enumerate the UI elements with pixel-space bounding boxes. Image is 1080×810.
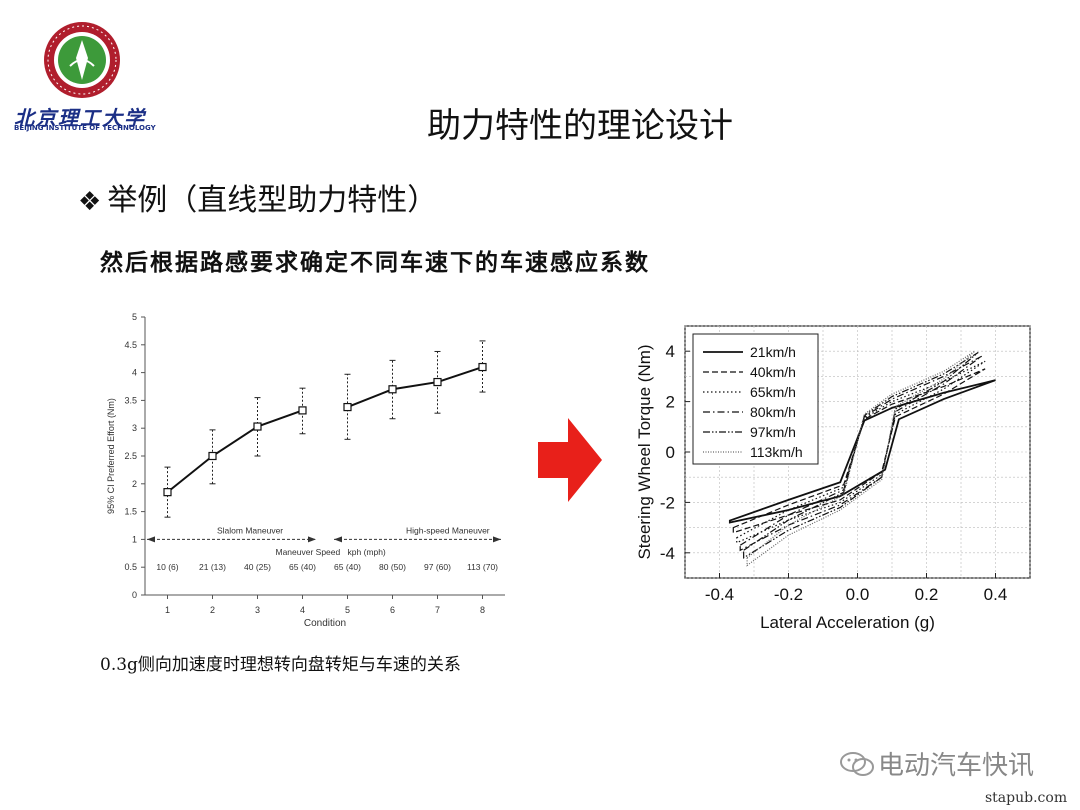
x-axis-label: Lateral Acceleration (g) bbox=[760, 613, 935, 632]
x-tick-label: 1 bbox=[165, 605, 170, 615]
series-line-highspeed bbox=[347, 366, 483, 409]
hysteresis-loop-21km/h bbox=[728, 379, 996, 524]
x-tick-label: 2 bbox=[210, 605, 215, 615]
speed-label: 40 (25) bbox=[244, 562, 271, 572]
y-tick-label: -2 bbox=[660, 493, 675, 512]
bullet-item: ❖ 举例（直线型助力特性） bbox=[78, 175, 437, 219]
logo-text: 北京理工大学 bbox=[14, 106, 146, 130]
series-line-slalom bbox=[166, 409, 303, 493]
x-tick-label: 8 bbox=[480, 605, 485, 615]
highspeed-label: High-speed Maneuver bbox=[406, 525, 490, 535]
speed-label: 65 (40) bbox=[334, 562, 361, 572]
subtitle: 然后根据路感要求确定不同车速下的车速感应系数 bbox=[100, 249, 650, 276]
x-axis-label: Condition bbox=[304, 618, 346, 629]
data-point bbox=[478, 362, 487, 372]
highspeed-arrow-left-head bbox=[334, 536, 342, 543]
speed-label: 80 (50) bbox=[379, 562, 406, 572]
speed-label: 65 (40) bbox=[289, 562, 316, 572]
data-point bbox=[433, 377, 442, 387]
wechat-icon bbox=[840, 751, 874, 777]
hysteresis-loop-80km/h bbox=[739, 355, 983, 552]
legend-label: 21km/h bbox=[750, 344, 796, 360]
y-axis-label: Steering Wheel Torque (Nm) bbox=[635, 344, 654, 559]
legend-label: 65km/h bbox=[750, 384, 796, 400]
y-tick-label: 4 bbox=[666, 342, 675, 361]
speed-label: 21 (13) bbox=[199, 562, 226, 572]
data-point bbox=[298, 406, 307, 415]
slalom-arrow-right-head bbox=[308, 536, 316, 543]
x-tick-label: 6 bbox=[390, 605, 395, 615]
y-tick-label: 4 bbox=[132, 368, 137, 378]
slide-title: 助力特性的理论设计 bbox=[427, 106, 733, 146]
x-tick-label: 4 bbox=[300, 605, 305, 615]
x-tick-label: 5 bbox=[345, 605, 350, 615]
speed-label: 113 (70) bbox=[467, 562, 498, 572]
slalom-arrow-left-head bbox=[147, 536, 155, 543]
y-tick-label: -4 bbox=[660, 544, 675, 563]
hysteresis-loop-65km/h bbox=[736, 360, 986, 544]
data-point bbox=[388, 385, 397, 394]
bullet-text: 举例（直线型助力特性） bbox=[107, 183, 438, 218]
data-point bbox=[163, 488, 172, 497]
y-tick-label: 0 bbox=[132, 590, 137, 600]
diamond-bullet-icon: ❖ bbox=[78, 187, 102, 217]
x-tick-label: -0.2 bbox=[774, 585, 803, 604]
slalom-label: Slalom Maneuver bbox=[217, 525, 283, 535]
x-tick-label: 0.4 bbox=[984, 585, 1008, 604]
university-seal-icon bbox=[44, 22, 120, 98]
site-url: stapub.com bbox=[985, 790, 1068, 806]
speed-label: 97 (60) bbox=[424, 562, 451, 572]
y-tick-label: 2 bbox=[132, 479, 137, 489]
y-tick-label: 1.5 bbox=[124, 507, 137, 517]
y-tick-label: 5 bbox=[132, 312, 137, 322]
x-tick-label: 7 bbox=[435, 605, 440, 615]
y-tick-label: 1 bbox=[132, 534, 137, 544]
hysteresis-loop-113km/h bbox=[746, 350, 976, 567]
legend-label: 113km/h bbox=[750, 444, 803, 460]
watermark: 电动汽车快讯 bbox=[840, 745, 1034, 782]
watermark-text: 电动汽车快讯 bbox=[878, 751, 1035, 781]
x-tick-label: -0.4 bbox=[705, 585, 734, 604]
torque-vs-acceleration-chart: -0.4 -0.2 0.0 0.2 0.4 -4 -2 0 2 4 Lateral Accelera… bbox=[630, 318, 1040, 643]
logo-subtext: BEIJING INSTITUTE OF TECHNOLOGY bbox=[14, 124, 156, 132]
maneuver-speed-label: Maneuver Speed bbox=[276, 547, 341, 557]
units-label: kph (mph) bbox=[348, 547, 386, 557]
legend-label: 40km/h bbox=[750, 364, 796, 380]
hysteresis-loop-97km/h bbox=[743, 351, 979, 559]
torque-chart-svg: -0.4 -0.2 0.0 0.2 0.4 -4 -2 0 2 4 Lateral Accelera… bbox=[635, 325, 1031, 632]
x-tick-label: 3 bbox=[255, 605, 260, 615]
x-tick-label: 0.2 bbox=[915, 585, 939, 604]
y-axis-label: 95% CI Preferred Effort (Nm) bbox=[106, 398, 116, 514]
highspeed-arrow-right-head bbox=[493, 536, 501, 543]
y-tick-label: 3 bbox=[132, 423, 137, 433]
data-point bbox=[253, 422, 262, 431]
data-point bbox=[343, 402, 352, 412]
y-tick-label: 2 bbox=[666, 393, 675, 412]
left-chart-caption: 0.3g侧向加速度时理想转向盘转矩与车速的关系 bbox=[100, 655, 461, 675]
y-tick-label: 2.5 bbox=[124, 451, 137, 461]
right-arrow-icon bbox=[538, 418, 602, 502]
legend-label: 97km/h bbox=[750, 424, 796, 440]
y-tick-label: 0 bbox=[666, 443, 675, 462]
effort-vs-condition-chart: 0 0.5 1 1.5 2 2.5 3 3.5 4 4.5 5 1 10 (6) 2 21 (13) 3 40 … bbox=[100, 305, 530, 645]
effort-chart-svg: 0 0.5 1 1.5 2 2.5 3 3.5 4 4.5 5 1 10 (6) 2 21 (13) 3 40 … bbox=[106, 312, 505, 629]
y-tick-label: 4.5 bbox=[124, 340, 137, 350]
y-tick-label: 0.5 bbox=[124, 562, 137, 572]
y-tick-label: 3.5 bbox=[124, 395, 137, 405]
legend-label: 80km/h bbox=[750, 404, 796, 420]
data-point bbox=[208, 451, 217, 461]
speed-label: 10 (6) bbox=[156, 562, 178, 572]
legend-box bbox=[692, 333, 819, 465]
university-logo: 北京理工大学 BEIJING INSTITUTE OF TECHNOLOGY bbox=[10, 10, 156, 135]
x-tick-label: 0.0 bbox=[846, 585, 870, 604]
